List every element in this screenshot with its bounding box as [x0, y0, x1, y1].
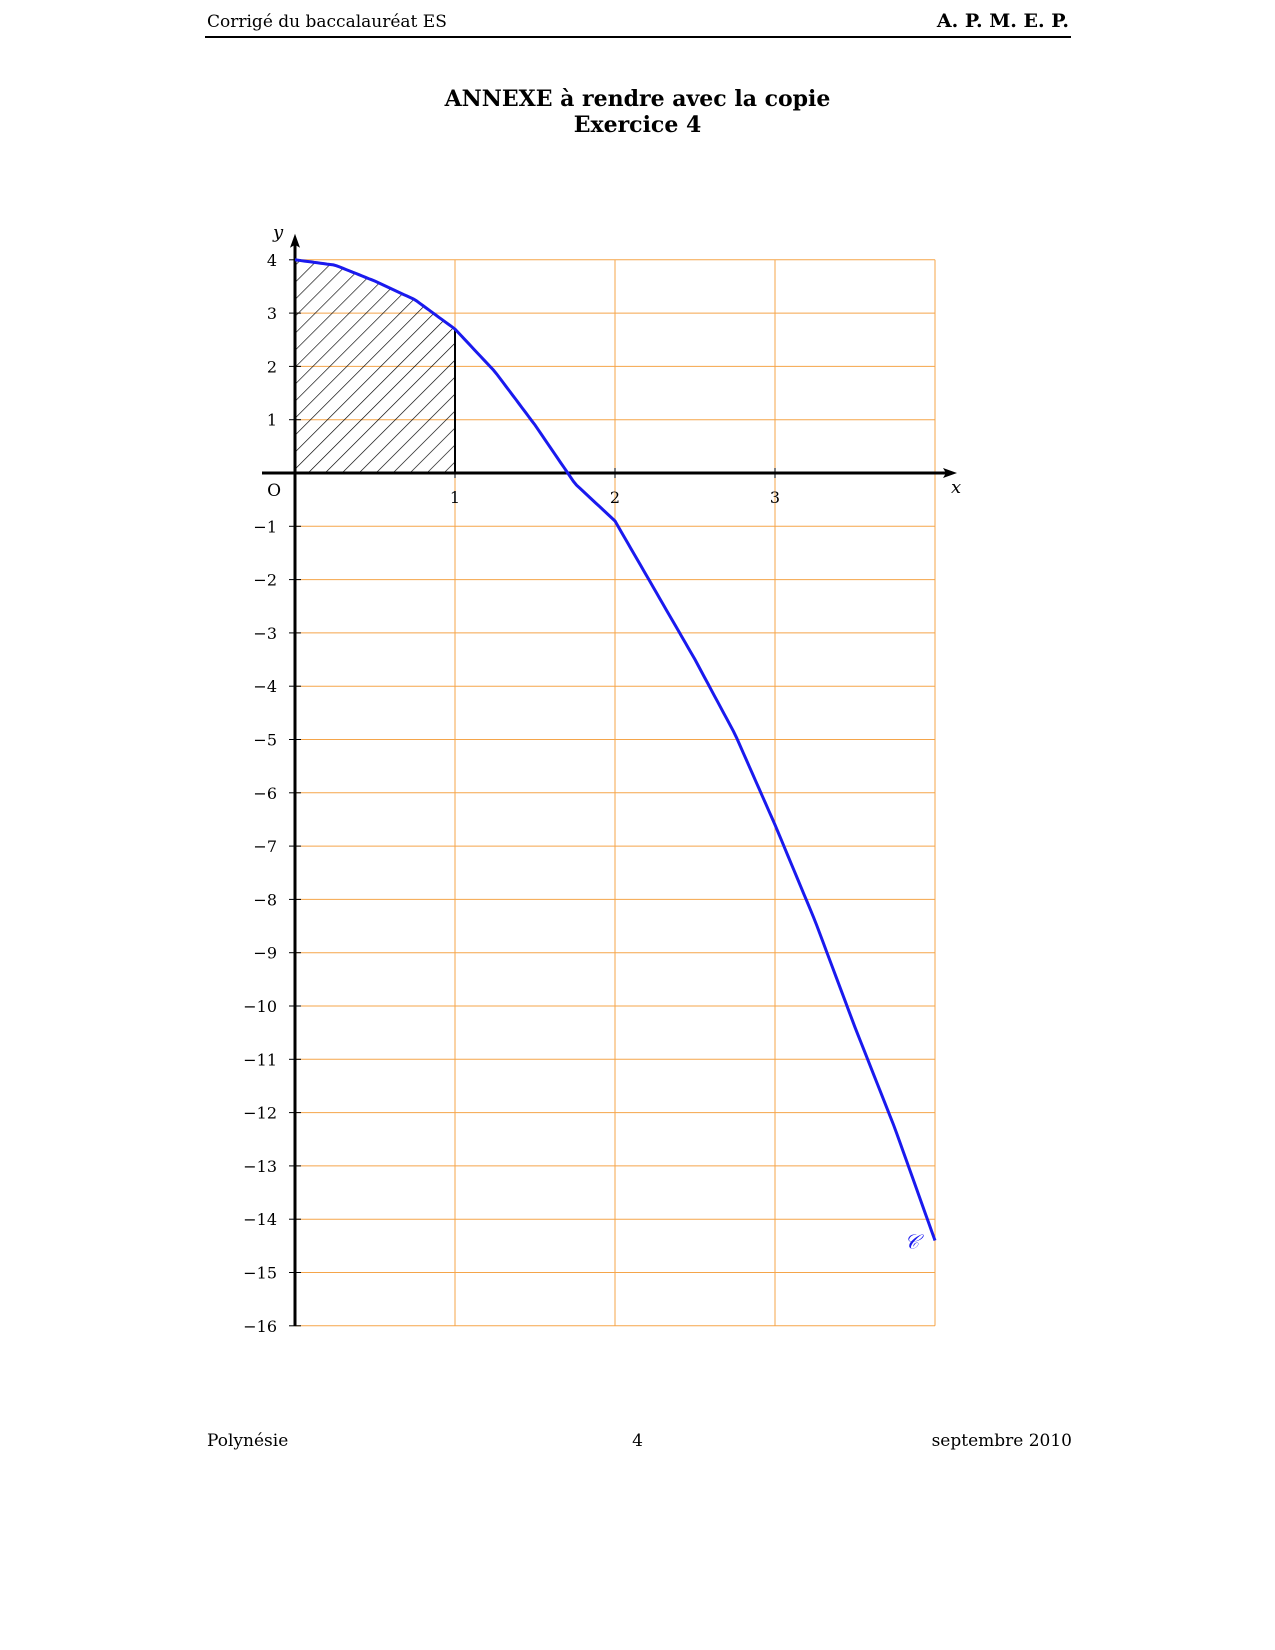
- y-tick-label: 3: [267, 304, 277, 323]
- curve-C: [294, 258, 937, 1242]
- y-tick-label: 4: [267, 251, 277, 270]
- x-axis-arrow: [943, 468, 957, 478]
- y-tick-label: −10: [243, 997, 277, 1016]
- annex-title-line2: Exercice 4: [573, 112, 702, 138]
- annex-title: ANNEXE à rendre avec la copie Exercice 4: [0, 86, 1275, 138]
- y-tick-label: 2: [267, 357, 277, 376]
- y-tick-label: −3: [253, 624, 277, 643]
- curve-group: [294, 258, 937, 1242]
- x-tick-label: 3: [770, 488, 780, 507]
- x-tick-label: 2: [610, 488, 620, 507]
- y-axis-arrow: [290, 233, 300, 248]
- y-tick-label: −12: [243, 1104, 277, 1123]
- axes: [262, 233, 957, 1327]
- y-tick-label: −14: [243, 1210, 277, 1229]
- y-tick-label: −1: [253, 517, 277, 536]
- x-tick-label: 1: [450, 488, 460, 507]
- x-axis-label: x: [951, 477, 961, 498]
- footer-left-text: Polynésie: [207, 1431, 289, 1451]
- page-number: 4: [632, 1431, 643, 1451]
- grid-lines: [295, 259, 936, 1327]
- y-tick-label: −6: [253, 784, 277, 803]
- y-tick-label: −16: [243, 1317, 277, 1336]
- page-header: Corrigé du baccalauréat ES A. P. M. E. P…: [205, 10, 1071, 38]
- y-tick-label: −5: [253, 731, 277, 750]
- y-tick-label: −4: [253, 677, 277, 696]
- footer-right-text: septembre 2010: [931, 1431, 1072, 1451]
- curve-label: 𝒞: [904, 1230, 924, 1254]
- y-tick-label: −13: [243, 1157, 277, 1176]
- y-tick-label: −2: [253, 571, 277, 590]
- y-tick-label: −15: [243, 1264, 277, 1283]
- annex-title-line1: ANNEXE à rendre avec la copie: [444, 86, 831, 112]
- tick-labels: 1 2 3 4 3 2 1 −1 −2 −3 −4 −5 −6 −7 −8 −9 −10 −11 −12 −13 −14…: [243, 222, 961, 1336]
- origin-label: O: [267, 481, 281, 501]
- y-tick-label: −11: [243, 1050, 277, 1069]
- y-tick-label: 1: [267, 411, 277, 430]
- y-tick-label: −8: [253, 890, 277, 909]
- shaded-integral-area: [294, 258, 456, 474]
- hatched-area: [294, 258, 456, 474]
- header-left-text: Corrigé du baccalauréat ES: [207, 12, 447, 32]
- function-graph: 1 2 3 4 3 2 1 −1 −2 −3 −4 −5 −6 −7 −8 −9 −10 −11 −12 −13 −14…: [243, 222, 961, 1336]
- header-right-text: A. P. M. E. P.: [936, 10, 1069, 32]
- y-axis-label: y: [272, 222, 284, 243]
- y-tick-label: −9: [253, 944, 277, 963]
- y-tick-label: −7: [253, 837, 277, 856]
